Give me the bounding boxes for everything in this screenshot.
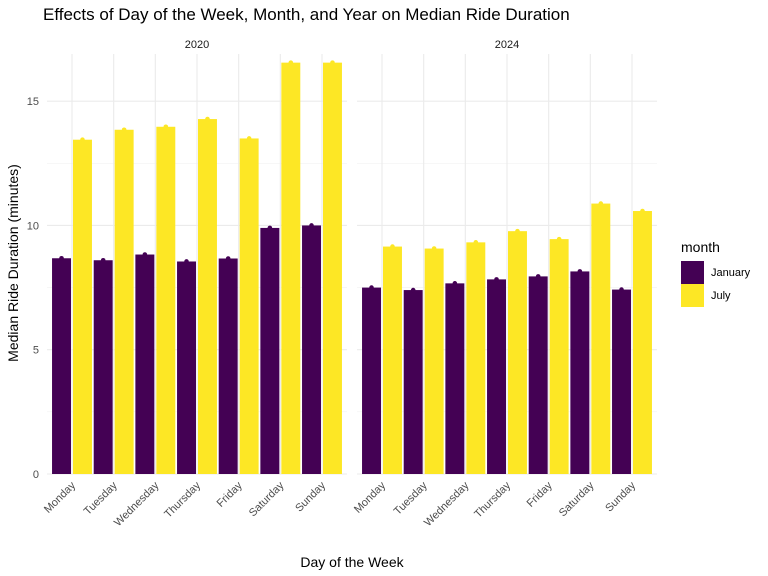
bar-2020-january-thursday	[177, 261, 196, 474]
bar-2024-july-wednesday	[466, 242, 486, 474]
bar-2020-july-wednesday	[156, 126, 176, 474]
legend-swatch-july	[681, 284, 704, 307]
point-2020-july-friday	[246, 136, 252, 141]
bar-2020-january-saturday	[260, 227, 280, 474]
bar-2024-january-tuesday	[403, 290, 423, 474]
bar-2024-july-saturday	[591, 203, 611, 474]
bar-2024-july-friday	[549, 239, 569, 474]
point-2020-january-monday	[59, 255, 64, 261]
point-2020-july-monday	[80, 137, 85, 142]
legend-label-january: January	[711, 267, 751, 279]
point-2024-january-friday	[535, 274, 541, 279]
point-2024-july-monday	[390, 244, 395, 249]
point-2024-july-wednesday	[473, 240, 479, 245]
panel-label: 2020	[185, 39, 209, 51]
bar-2024-january-sunday	[612, 289, 631, 474]
point-2020-january-sunday	[309, 223, 314, 228]
bar-2024-january-monday	[362, 287, 381, 474]
point-2020-july-thursday	[205, 116, 210, 122]
x-tick-label: Wednesday	[112, 479, 162, 529]
point-2024-january-tuesday	[410, 287, 416, 293]
x-tick-label: Thursday	[472, 479, 513, 520]
chart-title: Effects of Day of the Week, Month, and Y…	[43, 5, 570, 24]
y-tick-label: 15	[27, 96, 39, 108]
bar-2024-july-tuesday	[424, 248, 444, 474]
point-2020-january-thursday	[184, 259, 189, 264]
point-2024-january-saturday	[577, 269, 583, 274]
bar-2020-july-thursday	[198, 119, 217, 474]
x-tick-label: Saturday	[557, 479, 597, 519]
bar-2020-july-saturday	[281, 62, 301, 475]
legend-label-july: July	[711, 290, 731, 302]
bar-2020-july-friday	[239, 138, 259, 474]
y-axis-title: Median Ride Duration (minutes)	[5, 164, 21, 362]
point-2024-january-thursday	[494, 277, 499, 282]
point-2020-july-wednesday	[163, 124, 169, 130]
y-tick-label: 0	[33, 469, 39, 481]
bar-2024-january-friday	[528, 276, 548, 474]
bar-2024-july-thursday	[508, 231, 527, 474]
x-tick-label: Wednesday	[422, 479, 472, 529]
point-2020-july-sunday	[330, 60, 335, 65]
x-axis-title: Day of the Week	[300, 554, 404, 570]
bar-2024-january-wednesday	[445, 283, 465, 474]
bar-2020-january-wednesday	[135, 254, 155, 474]
point-2020-january-wednesday	[142, 252, 148, 257]
bar-2020-january-tuesday	[93, 260, 113, 474]
x-tick-label: Friday	[525, 479, 555, 509]
legend-title: month	[681, 239, 720, 255]
point-2020-january-friday	[225, 256, 231, 261]
x-tick-label: Monday	[352, 479, 389, 516]
bar-2020-july-monday	[73, 139, 92, 474]
x-tick-label: Sunday	[603, 479, 638, 514]
x-tick-label: Tuesday	[82, 479, 120, 517]
bar-2020-july-tuesday	[114, 129, 134, 474]
point-2024-january-wednesday	[452, 281, 458, 286]
x-tick-label: Monday	[42, 479, 79, 516]
point-2024-july-thursday	[515, 228, 520, 234]
point-2024-january-monday	[369, 285, 374, 290]
point-2020-january-saturday	[267, 225, 273, 231]
y-tick-label: 10	[27, 220, 39, 232]
point-2024-july-saturday	[598, 201, 604, 206]
point-2024-july-tuesday	[431, 246, 437, 251]
x-tick-label: Sunday	[293, 479, 328, 514]
panel-label: 2024	[495, 39, 519, 51]
y-tick-label: 5	[33, 345, 39, 357]
point-2024-january-sunday	[619, 287, 624, 292]
bar-2020-january-sunday	[302, 225, 321, 474]
bar-2020-july-sunday	[323, 62, 342, 475]
x-tick-label: Friday	[215, 479, 245, 509]
point-2024-july-sunday	[640, 208, 645, 214]
x-tick-label: Thursday	[162, 479, 203, 520]
point-2024-july-friday	[556, 236, 562, 242]
x-tick-label: Saturday	[247, 479, 287, 519]
legend: month January July	[681, 239, 751, 307]
bar-2024-july-sunday	[633, 211, 652, 474]
bar-2024-january-saturday	[570, 271, 590, 474]
x-tick-label: Tuesday	[392, 479, 430, 517]
bar-2024-july-monday	[383, 246, 402, 474]
point-2020-january-tuesday	[100, 257, 106, 263]
bar-2024-january-thursday	[487, 279, 506, 474]
point-2020-july-tuesday	[121, 127, 127, 133]
bar-2020-january-monday	[52, 258, 71, 474]
bar-2020-january-friday	[218, 258, 238, 474]
legend-swatch-january	[681, 261, 704, 284]
point-2020-july-saturday	[288, 60, 294, 65]
